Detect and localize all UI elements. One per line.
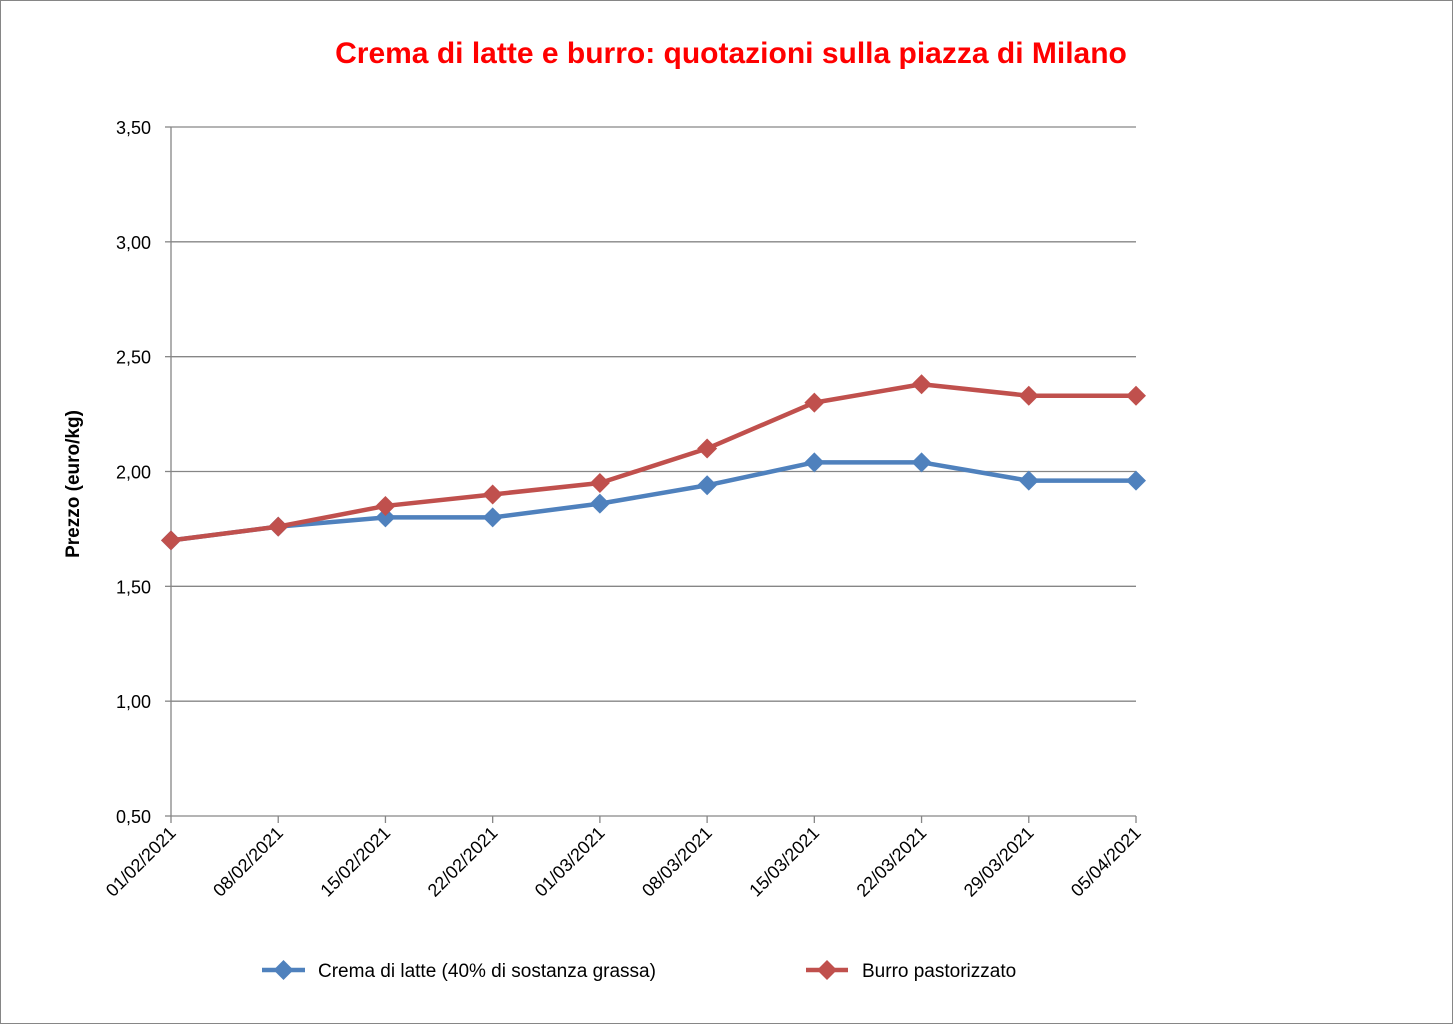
data-point bbox=[911, 374, 932, 395]
series-2 bbox=[161, 374, 1146, 551]
data-point bbox=[1018, 385, 1039, 406]
data-point bbox=[1018, 470, 1039, 491]
y-tick-label: 0,50 bbox=[116, 807, 151, 827]
y-tick-label: 2,00 bbox=[116, 463, 151, 483]
data-point bbox=[589, 493, 610, 514]
data-point bbox=[697, 475, 718, 496]
data-point bbox=[161, 530, 181, 551]
data-point bbox=[1126, 470, 1146, 491]
chart-title: Crema di latte e burro: quotazioni sulla… bbox=[335, 37, 1127, 70]
data-point bbox=[697, 438, 718, 459]
data-point bbox=[804, 452, 825, 473]
y-tick-label: 3,50 bbox=[116, 118, 151, 138]
y-tick-label: 2,50 bbox=[116, 348, 151, 368]
data-point bbox=[375, 507, 396, 528]
series-line bbox=[170, 381, 1136, 543]
data-point bbox=[268, 516, 289, 537]
legend-item-1: Crema di latte (40% di sostanza grassa) bbox=[262, 960, 656, 982]
data-point bbox=[482, 507, 503, 528]
legend-marker bbox=[273, 960, 294, 980]
data-point bbox=[1126, 385, 1146, 406]
legend-label: Burro pastorizzato bbox=[862, 961, 1016, 982]
y-tick-label: 3,00 bbox=[116, 233, 151, 253]
y-tick-label: 1,50 bbox=[116, 577, 151, 597]
series-line bbox=[170, 460, 1136, 543]
data-point bbox=[375, 495, 396, 516]
legend-item-2: Burro pastorizzato bbox=[806, 960, 1016, 982]
data-point bbox=[911, 452, 932, 473]
legend-marker bbox=[817, 960, 837, 980]
data-point bbox=[804, 392, 825, 413]
y-axis-label: Prezzo (euro/kg) bbox=[63, 410, 84, 558]
legend-label: Crema di latte (40% di sostanza grassa) bbox=[318, 961, 656, 982]
data-point bbox=[482, 484, 503, 505]
data-point bbox=[589, 472, 610, 493]
y-tick-label: 1,00 bbox=[116, 692, 151, 712]
